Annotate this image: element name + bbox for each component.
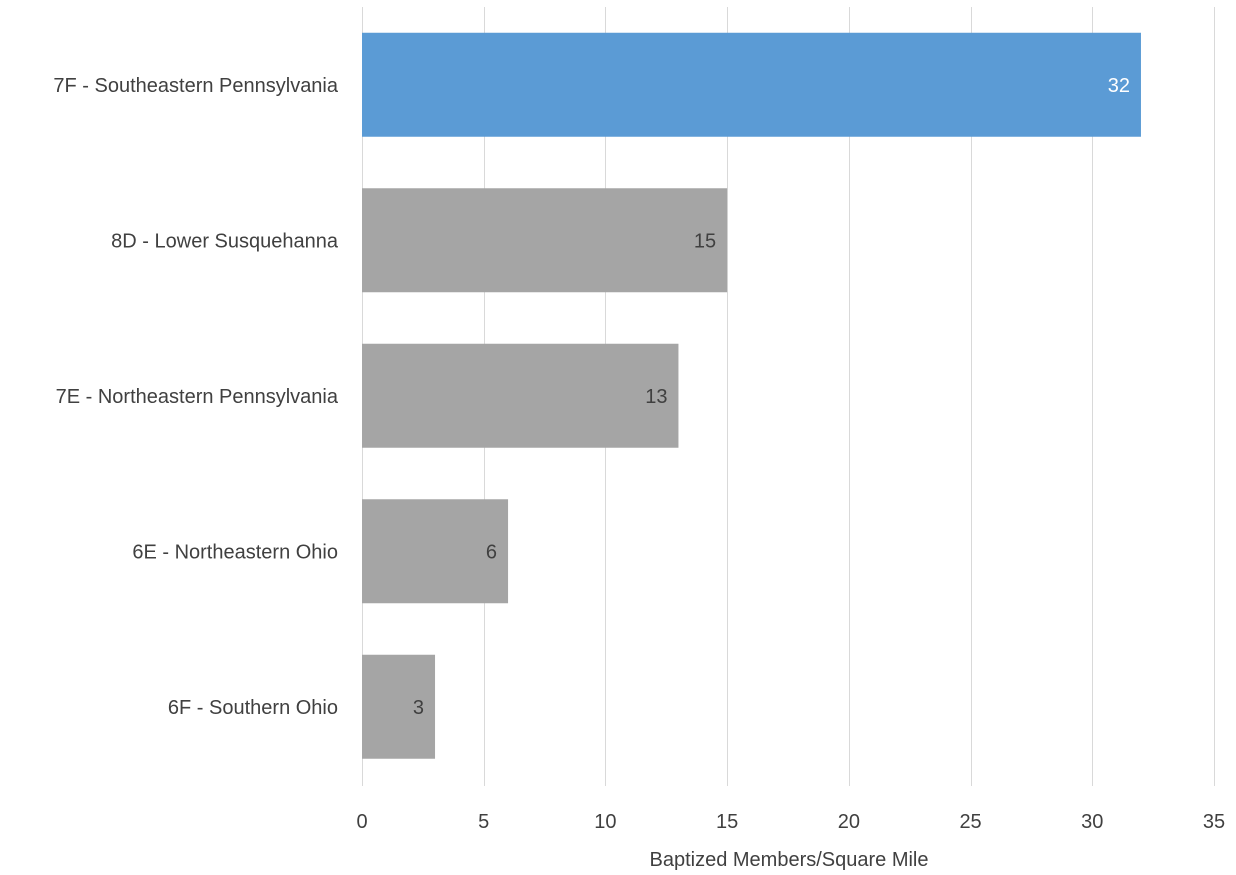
- x-tick-label: 25: [959, 811, 981, 833]
- bar: [362, 343, 679, 448]
- x-axis-title: Baptized Members/Square Mile: [649, 849, 928, 870]
- data-label: 15: [694, 230, 716, 252]
- data-labels: 32 15 13 6 3: [413, 75, 1130, 719]
- category-label: 7E - Northeastern Pennsylvania: [56, 386, 339, 408]
- category-label: 7F - Southeastern Pennsylvania: [53, 75, 338, 97]
- category-label: 8D - Lower Susquehanna: [111, 230, 339, 252]
- bars: [362, 32, 1141, 759]
- data-label: 32: [1108, 75, 1130, 97]
- x-tick-label: 35: [1203, 811, 1225, 833]
- category-label: 6F - Southern Ohio: [168, 697, 338, 719]
- x-tick-label: 15: [716, 811, 738, 833]
- x-tick-label: 30: [1081, 811, 1103, 833]
- x-tick-label: 10: [594, 811, 616, 833]
- x-tick-label: 5: [478, 811, 489, 833]
- bar: [362, 499, 509, 604]
- bar: [362, 32, 1141, 137]
- data-label: 13: [645, 386, 667, 408]
- category-label: 6E - Northeastern Ohio: [132, 541, 338, 563]
- x-tick-label: 0: [356, 811, 367, 833]
- x-tick-label: 20: [838, 811, 860, 833]
- bar: [362, 188, 728, 293]
- category-labels: 7F - Southeastern Pennsylvania 8D - Lower…: [53, 75, 338, 719]
- x-axis-ticks: 0 5 10 15 20 25 30 35: [356, 811, 1225, 833]
- data-label: 3: [413, 697, 424, 719]
- bar: [362, 654, 436, 759]
- data-label: 6: [486, 541, 497, 563]
